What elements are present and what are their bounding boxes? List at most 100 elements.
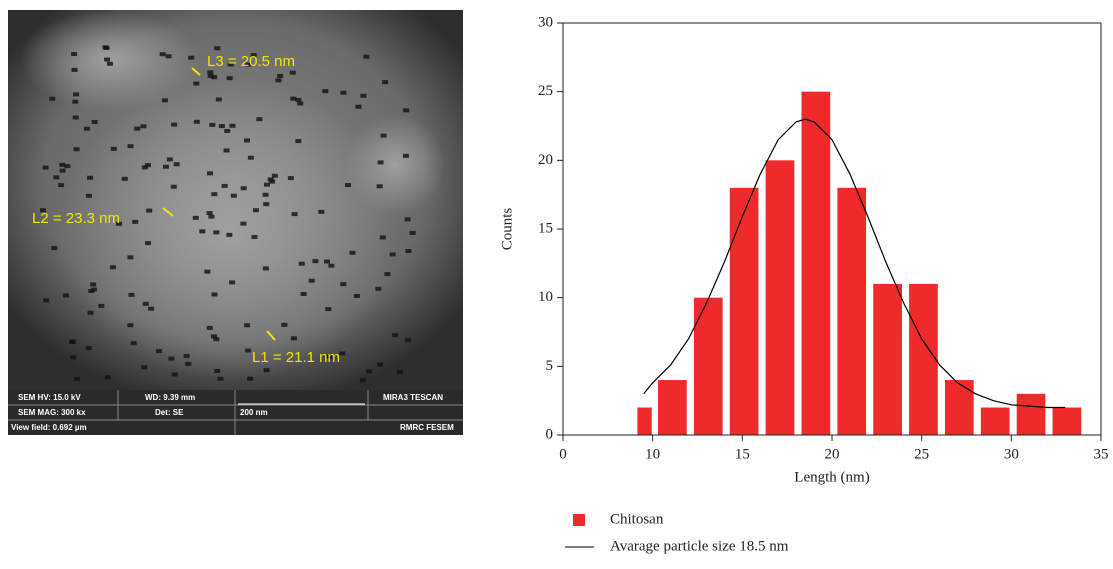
sem-marker [58,183,64,187]
sem-marker [377,363,383,367]
sem-marker [134,127,140,131]
bar [945,380,974,435]
sem-marker [231,194,237,198]
sem-marker [309,279,315,283]
sem-marker [349,251,355,255]
bar [837,188,866,435]
sem-marker [241,186,247,190]
sem-marker [224,129,230,133]
sem-marker [127,323,133,327]
y-tick-label: 20 [538,152,553,168]
sem-marker [325,307,331,311]
sem-marker [403,154,409,158]
sem-marker [295,139,301,143]
sem-marker [74,147,80,151]
sem-marker [253,208,259,212]
sem-marker [223,148,229,152]
sem-marker [340,91,346,95]
sem-marker [263,202,269,206]
sem-marker [209,123,215,127]
sem-marker [92,120,98,124]
y-tick-label: 5 [546,358,554,374]
sem-marker [88,311,94,315]
y-tick-label: 0 [546,426,554,442]
sem-marker [111,147,117,151]
sem-marker [145,241,151,245]
sem-marker [171,123,177,127]
sem-marker [248,156,254,160]
sem-marker [247,377,253,381]
sem-marker [375,287,381,291]
sem-marker [207,326,213,330]
sem-marker [128,144,134,148]
sem-marker [160,52,166,56]
sem-marker [73,92,79,96]
sem-marker [148,307,154,311]
sem-marker [204,270,210,274]
sem-marker [213,230,219,234]
sem-marker [214,369,220,373]
sem-marker [71,52,77,56]
legend-label: Avarage particle size 18.5 nm [610,538,789,554]
sem-marker [167,157,173,161]
sem-marker [229,124,235,128]
bar [766,160,795,435]
sem-marker [91,288,97,292]
sem-marker [272,174,278,178]
sem-marker [74,377,80,381]
sem-marker [146,209,152,213]
sem-marker [275,78,281,82]
info-text: SEM HV: 15.0 kV [18,393,81,402]
bar [1017,394,1046,435]
sem-marker [127,255,133,259]
y-tick-label: 15 [538,220,553,236]
sem-marker [229,280,235,284]
sem-marker [410,231,416,235]
sem-marker [291,336,297,340]
sem-marker [140,124,146,128]
sem-marker [263,266,269,270]
sem-marker [322,89,328,93]
sem-marker [207,70,213,74]
sem-marker [292,212,298,216]
sem-marker [366,369,372,373]
sem-marker [226,233,232,237]
sem-marker [49,97,55,101]
sem-image: L3 = 20.5 nm L2 = 23.3 nm L1 = 21.1 nm S… [8,10,463,435]
info-text: Det: SE [155,408,184,417]
sem-marker [264,368,270,372]
sem-marker [264,183,270,187]
sem-marker [240,222,246,226]
sem-marker [212,293,218,297]
measure-label: L2 = 23.3 nm [32,210,120,227]
bar [981,408,1010,435]
sem-marker [222,184,228,188]
sem-marker [219,124,225,128]
measure-label: L1 = 21.1 nm [252,349,340,366]
x-tick-label: 10 [645,446,660,462]
sem-marker [162,98,168,102]
sem-marker [354,294,360,298]
sem-marker [145,163,151,167]
x-tick-label: 35 [1094,446,1109,462]
sem-marker [211,192,217,196]
sem-marker [345,183,351,187]
sem-marker [244,138,250,142]
sem-marker [208,215,214,219]
info-text: View field: 0.692 µm [11,423,87,432]
sem-marker [131,341,137,345]
y-tick-label: 10 [538,289,553,305]
legend-swatch [573,514,585,526]
sem-marker [59,163,65,167]
sem-marker [245,349,251,353]
sem-marker [380,235,386,239]
x-tick-label: 15 [735,446,750,462]
sem-marker [69,340,75,344]
sem-marker [299,262,305,266]
sem-marker [392,333,398,337]
bar [1053,408,1082,435]
histogram-chart: 0510152025300101520253035Length (nm)Coun… [499,14,1108,554]
sem-marker [53,175,59,179]
sem-marker [70,355,76,359]
bar [730,188,759,435]
